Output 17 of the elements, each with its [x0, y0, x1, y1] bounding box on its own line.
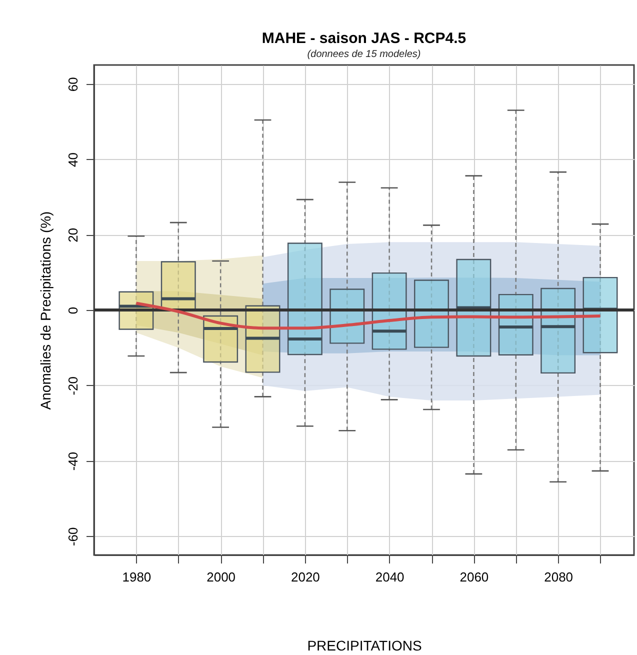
y-tick-label: -40	[66, 452, 80, 471]
x-tick-label: 1980	[122, 570, 152, 584]
y-tick-label: 20	[66, 228, 80, 242]
chart-subtitle: (donnees de 15 modeles)	[307, 49, 421, 60]
x-tick-label: 2080	[544, 570, 574, 584]
x-tick-label: 2040	[375, 570, 404, 584]
y-tick-label: -60	[66, 527, 80, 546]
x-tick-label: 2020	[290, 570, 320, 584]
y-tick-label: -20	[66, 376, 80, 396]
x-axis-title: PRECIPITATIONS	[307, 638, 422, 654]
x-tick-label: 2000	[206, 570, 236, 584]
y-axis-title: Anomalies de Precipitations (%)	[38, 211, 54, 410]
y-tick-label: 0	[66, 306, 80, 314]
chart-title: MAHE - saison JAS - RCP4.5	[262, 30, 466, 47]
y-tick-label: 60	[66, 77, 80, 92]
x-tick-label: 2060	[460, 570, 489, 584]
y-tick-label: 40	[66, 152, 80, 167]
